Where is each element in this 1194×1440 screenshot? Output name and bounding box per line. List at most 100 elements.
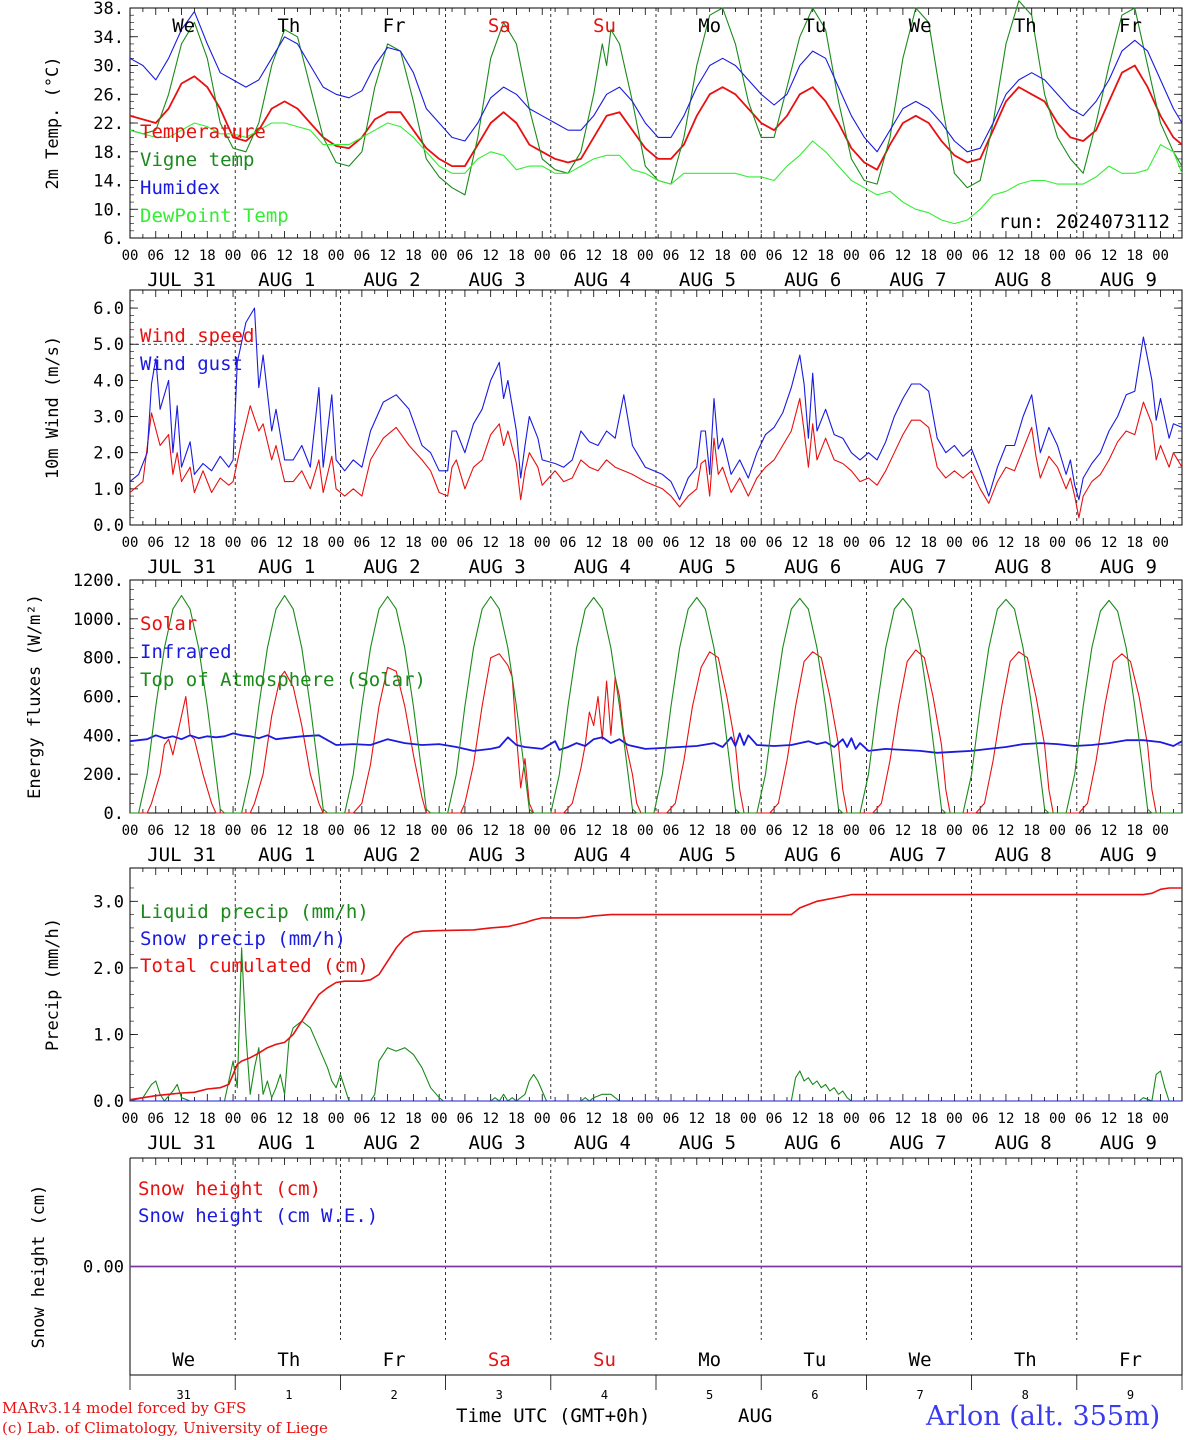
legend-entry: Snow height (cm) bbox=[138, 1178, 321, 1200]
hour-tick-label: 06 bbox=[766, 248, 783, 264]
date-label: AUG 2 bbox=[363, 1132, 420, 1154]
date-label: AUG 1 bbox=[258, 844, 315, 866]
hour-tick-label: 06 bbox=[147, 535, 164, 551]
hour-tick-label: 18 bbox=[714, 1111, 731, 1127]
weekday-label: We bbox=[172, 15, 195, 37]
date-label: AUG 4 bbox=[574, 1132, 631, 1154]
hour-tick-label: 06 bbox=[972, 823, 989, 839]
hour-tick-label: 12 bbox=[998, 1111, 1015, 1127]
hour-tick-label: 06 bbox=[869, 248, 886, 264]
date-label: JUL 31 bbox=[147, 269, 216, 291]
hour-tick-label: 12 bbox=[276, 248, 293, 264]
hour-tick-label: 00 bbox=[637, 535, 654, 551]
weekday-label: Tu bbox=[803, 1349, 826, 1371]
day-number-label: 1 bbox=[285, 1388, 292, 1402]
panel-4: 0.0 1.0 2.0 3.0 Precip (mm/h) Liquid precip (… bbox=[43, 867, 1183, 1154]
station-label: Arlon (alt. 355m) bbox=[926, 1401, 1161, 1432]
hour-tick-label: 06 bbox=[456, 1111, 473, 1127]
hour-tick-label: 12 bbox=[585, 823, 602, 839]
weekday-label: Sa bbox=[488, 1349, 511, 1371]
hour-tick-label: 00 bbox=[1049, 535, 1066, 551]
date-label: JUL 31 bbox=[147, 556, 216, 578]
hour-tick-label: 18 bbox=[1023, 248, 1040, 264]
date-label: AUG 3 bbox=[469, 1132, 526, 1154]
hour-tick-label: 00 bbox=[740, 248, 757, 264]
hour-tick-label: 18 bbox=[1023, 823, 1040, 839]
weekday-label: Fr bbox=[1119, 1349, 1142, 1371]
hour-tick-label: 18 bbox=[1126, 248, 1143, 264]
hour-tick-label: 12 bbox=[998, 535, 1015, 551]
day-number-label: 8 bbox=[1022, 1388, 1029, 1402]
date-label: AUG 4 bbox=[574, 269, 631, 291]
y-tick-label: 400. bbox=[83, 726, 124, 746]
hour-tick-label: 06 bbox=[972, 248, 989, 264]
hour-tick-label: 06 bbox=[250, 535, 267, 551]
legend-entry: Humidex bbox=[140, 177, 220, 199]
hour-tick-label: 12 bbox=[998, 248, 1015, 264]
hour-tick-label: 12 bbox=[482, 823, 499, 839]
y-tick-label: 6. bbox=[104, 229, 124, 249]
date-label: JUL 31 bbox=[147, 844, 216, 866]
hour-tick-label: 12 bbox=[1101, 535, 1118, 551]
hour-tick-label: 12 bbox=[482, 535, 499, 551]
hour-tick-label: 06 bbox=[663, 248, 680, 264]
panel-1: 6. 10. 14. 18. 22. 26. 30. 34. 38. 2m Temp. (°C) T… bbox=[43, 0, 1183, 291]
y-tick-label: 0.0 bbox=[93, 1092, 124, 1112]
y-tick-label: 0. bbox=[104, 804, 124, 824]
day-number-label: 3 bbox=[496, 1388, 503, 1402]
date-label: AUG 5 bbox=[679, 556, 736, 578]
hour-tick-label: 18 bbox=[302, 1111, 319, 1127]
weekday-label: Th bbox=[1014, 1349, 1037, 1371]
date-label: AUG 3 bbox=[469, 269, 526, 291]
hour-tick-label: 18 bbox=[920, 248, 937, 264]
hour-tick-label: 18 bbox=[611, 823, 628, 839]
hour-tick-label: 06 bbox=[250, 248, 267, 264]
panel-3: 0. 200. 400. 600. 800. 1000. 1200. Energy fluxe… bbox=[25, 571, 1183, 866]
hour-tick-label: 00 bbox=[431, 248, 448, 264]
run-annotation: run: 2024073112 bbox=[998, 211, 1170, 233]
hour-tick-label: 18 bbox=[1126, 535, 1143, 551]
hour-tick-label: 06 bbox=[353, 248, 370, 264]
hour-tick-label: 00 bbox=[225, 823, 242, 839]
hour-tick-label: 00 bbox=[1152, 248, 1169, 264]
y-tick-label: 4.0 bbox=[93, 371, 124, 391]
hour-tick-label: 06 bbox=[250, 823, 267, 839]
hour-tick-label: 00 bbox=[534, 535, 551, 551]
day-number-label: 31 bbox=[176, 1388, 190, 1402]
hour-tick-label: 00 bbox=[637, 823, 654, 839]
day-number-label: 7 bbox=[916, 1388, 923, 1402]
hour-tick-label: 00 bbox=[431, 823, 448, 839]
hour-tick-label: 00 bbox=[843, 823, 860, 839]
hour-tick-label: 12 bbox=[894, 823, 911, 839]
y-tick-label: 1200. bbox=[73, 571, 124, 591]
weekday-label: Th bbox=[277, 1349, 300, 1371]
hour-tick-label: 18 bbox=[611, 1111, 628, 1127]
hour-tick-label: 06 bbox=[663, 823, 680, 839]
hour-tick-label: 18 bbox=[920, 535, 937, 551]
y-tick-label: 14. bbox=[93, 172, 124, 192]
date-label: AUG 2 bbox=[363, 844, 420, 866]
date-label: AUG 7 bbox=[889, 269, 946, 291]
y-tick-label: 30. bbox=[93, 57, 124, 77]
day-number-label: 4 bbox=[601, 1388, 608, 1402]
y-tick-label: 2.0 bbox=[93, 959, 124, 979]
hour-tick-label: 00 bbox=[225, 1111, 242, 1127]
credit-line-2: (c) Lab. of Climatology, University of L… bbox=[2, 1419, 328, 1437]
hour-tick-label: 12 bbox=[894, 248, 911, 264]
hour-tick-label: 00 bbox=[843, 535, 860, 551]
weekday-label: We bbox=[909, 15, 932, 37]
hour-tick-label: 18 bbox=[714, 248, 731, 264]
hour-tick-label: 00 bbox=[1049, 823, 1066, 839]
day-number-label: 9 bbox=[1127, 1388, 1134, 1402]
y-tick-label: 200. bbox=[83, 765, 124, 785]
hour-tick-label: 12 bbox=[482, 1111, 499, 1127]
y-axis-label: Energy fluxes (W/m²) bbox=[25, 594, 45, 799]
hour-tick-label: 06 bbox=[560, 248, 577, 264]
series-line-red bbox=[129, 64, 1183, 171]
weekday-label: Fr bbox=[383, 15, 406, 37]
hour-tick-label: 12 bbox=[482, 248, 499, 264]
credit-line-1: MARv3.14 model forced by GFS bbox=[2, 1399, 247, 1417]
hour-tick-label: 18 bbox=[199, 535, 216, 551]
hour-tick-label: 00 bbox=[740, 535, 757, 551]
